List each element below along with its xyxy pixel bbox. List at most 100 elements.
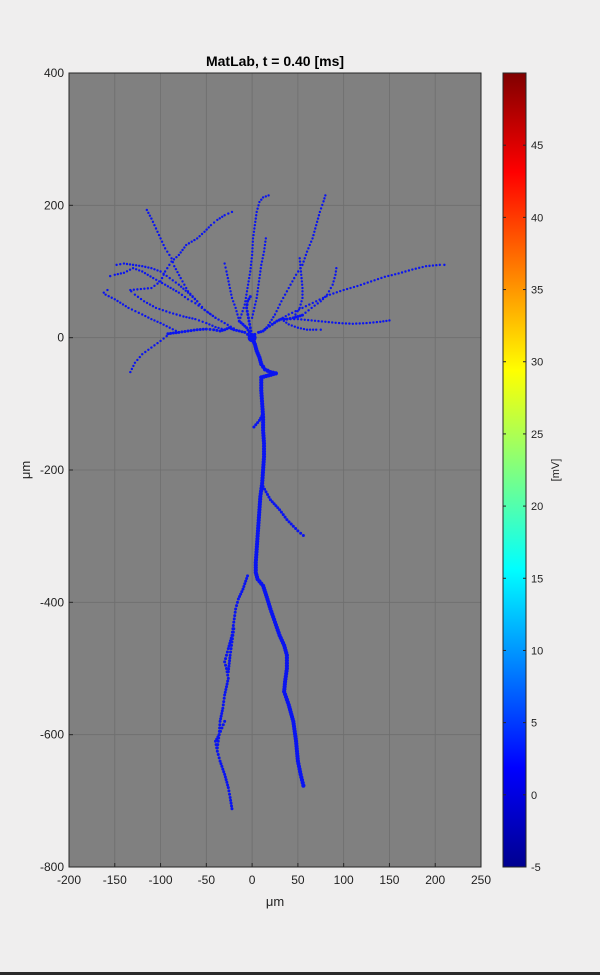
- data-point: [191, 317, 194, 320]
- data-point: [311, 301, 314, 305]
- data-point: [156, 269, 159, 272]
- data-point: [305, 328, 309, 331]
- data-point: [160, 240, 164, 243]
- data-point: [170, 257, 173, 260]
- x-tick-label: 100: [334, 873, 354, 887]
- data-point: [144, 350, 147, 354]
- data-point: [189, 292, 192, 296]
- y-tick-label: -800: [40, 860, 64, 874]
- data-point: [400, 271, 404, 274]
- data-point: [235, 604, 239, 608]
- data-point: [278, 303, 282, 306]
- data-point: [372, 321, 375, 324]
- data-point: [283, 293, 287, 296]
- data-point: [223, 214, 226, 217]
- data-point: [334, 270, 338, 273]
- data-point: [289, 283, 292, 286]
- data-point: [254, 217, 257, 220]
- data-point: [226, 673, 230, 677]
- data-point: [226, 676, 230, 680]
- data-point: [230, 804, 234, 808]
- data-point: [223, 262, 226, 265]
- data-point: [254, 423, 258, 427]
- data-point: [253, 227, 256, 230]
- y-tick-label: -200: [40, 463, 64, 477]
- data-point: [147, 266, 150, 269]
- data-point: [214, 325, 217, 329]
- data-point: [106, 288, 109, 292]
- data-point: [263, 487, 267, 491]
- data-point: [159, 237, 162, 240]
- data-point: [163, 270, 167, 273]
- data-point: [435, 264, 438, 267]
- data-point: [369, 280, 373, 283]
- data-point: [244, 300, 247, 303]
- data-point: [299, 327, 303, 330]
- data-point: [182, 315, 185, 318]
- data-point: [293, 325, 297, 328]
- data-point: [153, 319, 156, 322]
- data-point: [223, 693, 227, 697]
- data-point: [179, 276, 182, 280]
- data-point: [310, 319, 313, 322]
- data-point: [102, 291, 105, 294]
- data-point: [252, 310, 255, 313]
- data-point: [150, 346, 153, 349]
- data-point: [217, 318, 220, 321]
- data-point: [224, 778, 228, 782]
- x-axis: -200 -150 -100 -50 0 50 100 150 200 250: [57, 863, 491, 887]
- data-point: [228, 659, 232, 663]
- data-point: [270, 318, 273, 322]
- data-point: [265, 326, 268, 329]
- data-point: [257, 418, 261, 422]
- data-point: [219, 717, 223, 721]
- data-point: [134, 310, 137, 313]
- data-point: [239, 316, 242, 320]
- data-point: [274, 504, 278, 508]
- data-point: [255, 293, 259, 296]
- data-point: [209, 223, 213, 227]
- colorbar: [502, 72, 527, 868]
- data-point: [314, 227, 317, 230]
- data-point: [255, 210, 258, 214]
- x-tick-label: -100: [149, 873, 173, 887]
- data-point: [159, 321, 162, 325]
- data-point: [154, 227, 158, 230]
- data-point: [325, 293, 329, 296]
- data-point: [230, 210, 234, 214]
- data-point: [248, 273, 251, 277]
- data-point: [172, 258, 176, 261]
- data-point: [220, 327, 223, 331]
- data-point: [303, 318, 306, 322]
- data-point: [300, 318, 303, 321]
- data-point: [151, 220, 155, 224]
- y-tick-label: 400: [44, 66, 64, 80]
- data-point: [319, 207, 323, 210]
- data-point: [205, 228, 208, 231]
- data-point: [273, 321, 277, 325]
- data-point: [115, 263, 118, 267]
- data-point: [209, 313, 212, 316]
- data-point: [247, 333, 257, 343]
- data-point: [249, 329, 253, 333]
- data-point: [225, 682, 229, 686]
- data-point: [278, 508, 282, 512]
- data-point: [150, 266, 153, 270]
- data-point: [247, 280, 250, 283]
- data-point: [136, 358, 139, 362]
- data-point: [166, 285, 170, 288]
- data-point: [315, 300, 318, 303]
- x-tick-label: 50: [291, 873, 305, 887]
- colorbar-label: [mV]: [550, 459, 562, 482]
- data-point: [298, 257, 301, 260]
- data-point: [203, 230, 206, 233]
- data-point: [228, 286, 232, 290]
- data-point: [207, 226, 210, 229]
- data-point: [146, 287, 150, 290]
- data-point: [178, 314, 182, 317]
- data-point: [204, 327, 208, 331]
- data-point: [245, 577, 249, 581]
- data-point: [236, 597, 240, 601]
- data-point: [153, 223, 156, 227]
- data-point: [321, 203, 324, 207]
